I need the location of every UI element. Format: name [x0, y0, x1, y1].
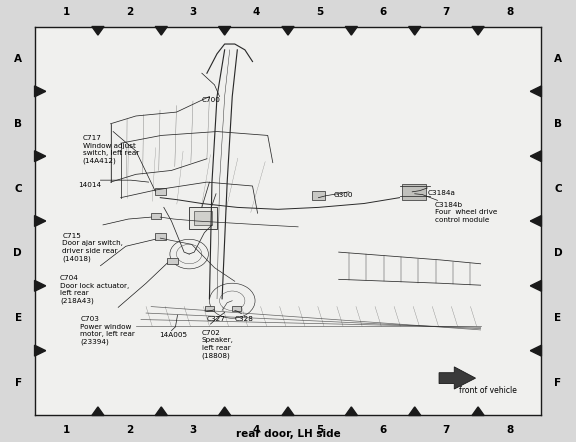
Bar — [402, 184, 426, 200]
Text: E: E — [15, 313, 22, 323]
Text: C328: C328 — [235, 316, 253, 322]
Polygon shape — [218, 27, 231, 35]
Polygon shape — [35, 86, 46, 97]
Bar — [205, 306, 214, 311]
Text: 1: 1 — [63, 7, 70, 17]
Text: rear door, LH side: rear door, LH side — [236, 429, 340, 439]
FancyBboxPatch shape — [189, 207, 217, 229]
Polygon shape — [345, 27, 358, 35]
Text: C3184b
Four  wheel drive
control module: C3184b Four wheel drive control module — [435, 202, 497, 223]
Text: front of vehicle: front of vehicle — [459, 386, 517, 395]
Polygon shape — [92, 407, 104, 415]
Text: 14A005: 14A005 — [159, 332, 187, 338]
Bar — [194, 211, 212, 225]
Polygon shape — [282, 27, 294, 35]
Text: B: B — [14, 119, 22, 129]
Text: C327: C327 — [207, 316, 226, 322]
Polygon shape — [345, 407, 358, 415]
Polygon shape — [472, 407, 484, 415]
Text: 7: 7 — [443, 425, 450, 435]
Polygon shape — [408, 407, 421, 415]
Text: C: C — [14, 183, 22, 194]
Text: 5: 5 — [316, 425, 323, 435]
Text: C3184a: C3184a — [427, 190, 455, 196]
Polygon shape — [35, 345, 46, 356]
Text: A: A — [554, 54, 562, 64]
Text: 1: 1 — [63, 425, 70, 435]
Text: 8: 8 — [506, 7, 513, 17]
Polygon shape — [408, 27, 421, 35]
Text: B: B — [554, 119, 562, 129]
Text: C: C — [554, 183, 562, 194]
Text: E: E — [554, 313, 561, 323]
Text: 6: 6 — [380, 425, 386, 435]
Polygon shape — [218, 407, 231, 415]
Polygon shape — [530, 86, 541, 97]
Polygon shape — [530, 280, 541, 291]
Text: F: F — [554, 378, 561, 388]
Polygon shape — [472, 27, 484, 35]
Polygon shape — [35, 216, 46, 226]
Bar — [168, 258, 177, 264]
Text: D: D — [13, 248, 22, 259]
Text: 2: 2 — [126, 7, 133, 17]
Text: C702
Speaker,
left rear
(18808): C702 Speaker, left rear (18808) — [202, 330, 234, 359]
Text: C717
Window adjust
switch, left rear
(14A412): C717 Window adjust switch, left rear (14… — [83, 135, 139, 164]
Bar — [151, 213, 161, 219]
Polygon shape — [92, 27, 104, 35]
Text: G300: G300 — [334, 192, 353, 198]
Polygon shape — [282, 407, 294, 415]
Polygon shape — [35, 280, 46, 291]
Text: A: A — [14, 54, 22, 64]
Text: F: F — [15, 378, 22, 388]
Polygon shape — [35, 151, 46, 162]
Bar — [155, 187, 166, 194]
Text: C704
Door lock actuator,
left rear
(218A43): C704 Door lock actuator, left rear (218A… — [60, 275, 129, 305]
Polygon shape — [530, 151, 541, 162]
Bar — [232, 306, 241, 311]
Polygon shape — [155, 407, 168, 415]
Polygon shape — [530, 216, 541, 226]
Polygon shape — [530, 345, 541, 356]
Text: C715
Door ajar switch,
driver side rear
(14018): C715 Door ajar switch, driver side rear … — [62, 232, 123, 262]
Bar — [155, 233, 166, 240]
Text: 7: 7 — [443, 7, 450, 17]
Bar — [312, 191, 325, 200]
Text: 3: 3 — [190, 7, 196, 17]
Text: 6: 6 — [380, 7, 386, 17]
Polygon shape — [439, 367, 476, 389]
Text: 4: 4 — [253, 7, 260, 17]
Text: 2: 2 — [126, 425, 133, 435]
Text: 4: 4 — [253, 425, 260, 435]
Text: D: D — [554, 248, 563, 259]
Text: 8: 8 — [506, 425, 513, 435]
Text: C700: C700 — [202, 96, 221, 103]
Text: 5: 5 — [316, 7, 323, 17]
Text: 14014: 14014 — [78, 182, 101, 188]
Text: 3: 3 — [190, 425, 196, 435]
Text: C703
Power window
motor, left rear
(23394): C703 Power window motor, left rear (2339… — [80, 316, 135, 345]
Polygon shape — [155, 27, 168, 35]
